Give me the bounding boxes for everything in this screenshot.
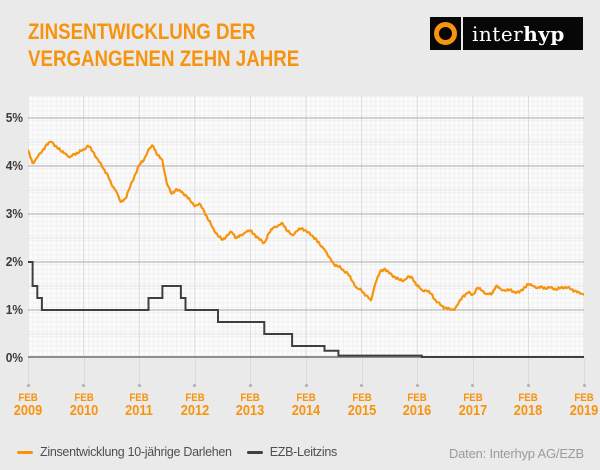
- chart-canvas: [28, 96, 584, 358]
- x-tick-label: FEB 2017: [458, 392, 487, 419]
- series-line-ezb: [28, 261, 584, 358]
- x-tick-dot: [248, 384, 252, 387]
- chart-legend: Zinsentwicklung 10-jährige Darlehen EZB-…: [17, 445, 337, 459]
- x-tick-label: FEB 2018: [514, 392, 543, 419]
- legend-item-loans: Zinsentwicklung 10-jährige Darlehen: [17, 445, 232, 459]
- x-tick-line: [306, 358, 307, 384]
- chart-gridlines: [28, 96, 584, 358]
- x-tick-dot: [137, 384, 141, 387]
- source-note: Daten: Interhyp AG/EZB: [448, 446, 584, 461]
- page-title: ZINSENTWICKLUNG DER VERGANGENEN ZEHN JAH…: [28, 18, 299, 72]
- legend-label-ezb: EZB-Leitzins: [269, 445, 338, 459]
- brand-name-second: hyp: [523, 21, 565, 46]
- y-axis-label: 4%: [5, 158, 24, 173]
- x-tick-dot: [304, 384, 308, 387]
- x-tick-dot: [82, 384, 86, 387]
- x-tick-line: [472, 358, 474, 384]
- y-axis-label: 1%: [5, 302, 24, 317]
- series-line-loans: [28, 140, 584, 312]
- y-axis-label: 3%: [5, 206, 24, 221]
- legend-item-ezb: EZB-Leitzins: [246, 445, 338, 459]
- x-tick-label: FEB 2012: [180, 392, 209, 419]
- x-tick-line: [584, 358, 585, 384]
- legend-dash-loans-icon: [17, 450, 33, 454]
- brand-name-first: inter: [472, 21, 524, 46]
- x-tick-line: [250, 358, 252, 384]
- x-tick-label: FEB 2011: [125, 392, 154, 419]
- legend-dash-ezb-icon: [246, 450, 263, 454]
- legend-label-loans: Zinsentwicklung 10-jährige Darlehen: [40, 445, 232, 459]
- brand-wordmark: inter hyp: [463, 17, 583, 50]
- x-tick-dot: [471, 384, 475, 387]
- x-tick-line: [528, 358, 530, 384]
- x-tick-dot: [26, 384, 30, 387]
- page-title-line1: ZINSENTWICKLUNG DER: [28, 19, 256, 44]
- x-tick-label: FEB 2013: [236, 392, 265, 419]
- x-tick-label: FEB 2019: [569, 392, 599, 419]
- x-tick-label: FEB 2016: [402, 392, 432, 419]
- y-axis-label: 5%: [5, 110, 24, 125]
- brand-logo: inter hyp: [430, 17, 583, 50]
- x-tick-label: FEB 2015: [347, 392, 376, 419]
- x-tick-dot: [415, 384, 419, 387]
- x-tick-line: [417, 358, 419, 384]
- x-tick-dot: [582, 384, 586, 387]
- x-tick-line: [194, 358, 196, 384]
- brand-ring-icon: [430, 17, 461, 50]
- x-tick-dot: [360, 384, 364, 387]
- page-title-line2: VERGANGENEN ZEHN JAHRE: [28, 46, 300, 71]
- chart-plot-area: [28, 96, 584, 358]
- x-tick-line: [83, 358, 85, 384]
- x-tick-label: FEB 2009: [13, 392, 43, 419]
- x-tick-line: [139, 358, 141, 384]
- x-tick-dot: [193, 384, 197, 387]
- x-tick-line: [28, 358, 29, 384]
- x-tick-label: FEB 2010: [69, 392, 98, 419]
- x-tick-line: [361, 358, 363, 384]
- x-tick-label: FEB 2014: [291, 392, 321, 419]
- y-axis-label: 2%: [5, 254, 24, 269]
- y-axis-label: 0%: [5, 350, 24, 365]
- x-tick-dot: [526, 384, 530, 387]
